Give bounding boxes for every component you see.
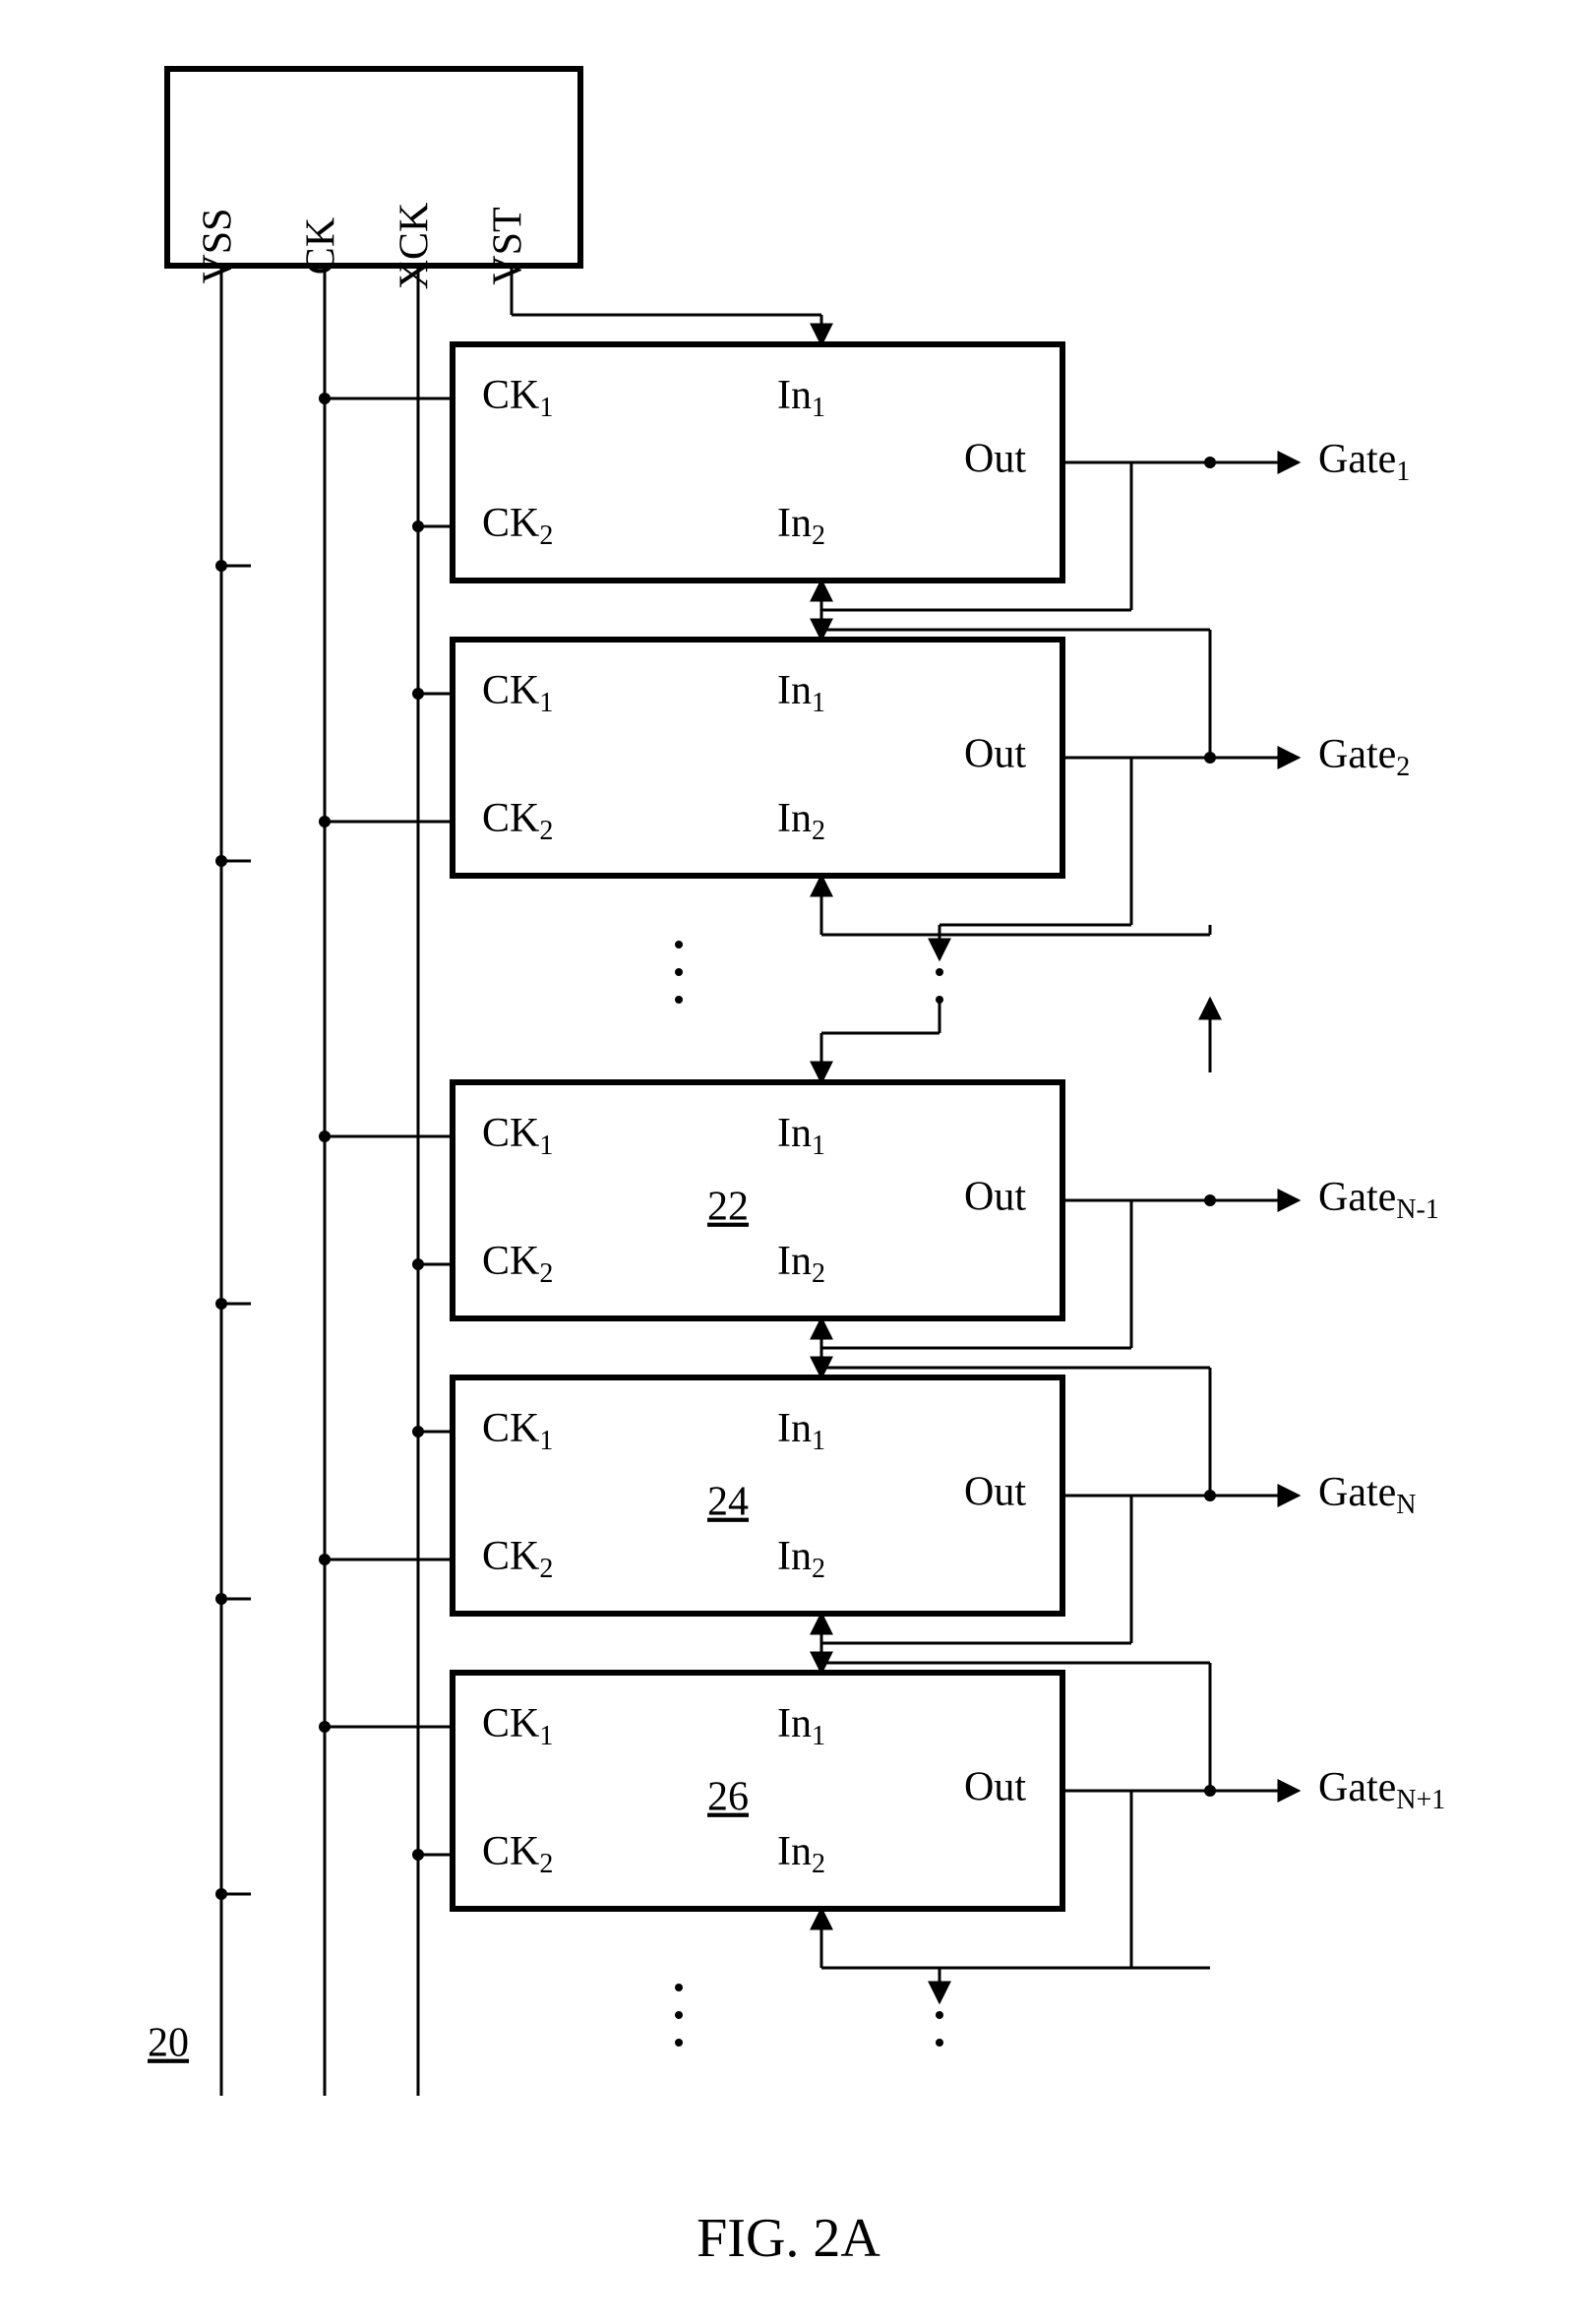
block-ref: 26	[707, 1775, 749, 1820]
signal-label: VST	[486, 207, 531, 284]
figure-label: FIG. 2A	[697, 2208, 880, 2269]
block-ref: 22	[707, 1185, 749, 1230]
gate-output-label: GateN	[1318, 1470, 1417, 1521]
signal-label: VSS	[196, 208, 241, 283]
svg-text:Out: Out	[964, 1470, 1026, 1515]
gate-output-label: GateN-1	[1318, 1175, 1439, 1226]
svg-text:Out: Out	[964, 732, 1026, 777]
block-ref: 24	[707, 1480, 749, 1525]
signal-label: CK	[299, 217, 344, 275]
svg-text:Out: Out	[964, 1765, 1026, 1810]
signal-label: XCK	[393, 203, 438, 290]
gate-output-label: Gate1	[1318, 437, 1410, 488]
svg-text:Out: Out	[964, 437, 1026, 482]
overall-ref: 20	[148, 2021, 189, 2066]
gate-output-label: Gate2	[1318, 732, 1410, 783]
gate-output-label: GateN+1	[1318, 1765, 1445, 1816]
diagram-canvas: VSSCKXCKVSTCK1CK2In1In2OutGate1CK1CK2In1…	[0, 0, 1577, 2324]
svg-text:Out: Out	[964, 1175, 1026, 1220]
